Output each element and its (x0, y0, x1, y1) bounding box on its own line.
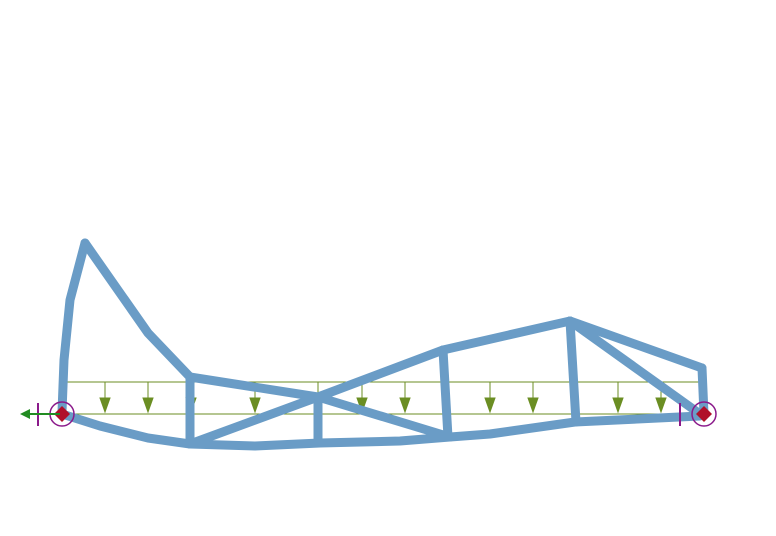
truss-members (57, 238, 709, 451)
truss-member (565, 316, 705, 419)
arrow-left-icon (20, 409, 60, 419)
truss-member (313, 345, 448, 402)
truss-member (313, 392, 455, 442)
arrow-down-icon (399, 382, 411, 414)
truss-member (438, 316, 575, 355)
truss-member (185, 392, 323, 449)
truss-member (438, 345, 453, 442)
arrow-down-icon (484, 382, 496, 414)
arrow-down-icon (527, 382, 539, 414)
arrow-down-icon (612, 382, 624, 414)
load-arrows (99, 382, 667, 414)
arrow-down-icon (142, 382, 154, 414)
roller-support-icon (679, 401, 717, 427)
truss-member (565, 316, 581, 427)
truss-member (80, 238, 195, 382)
truss-member (57, 238, 90, 417)
truss-member (565, 316, 707, 373)
arrow-down-icon (99, 382, 111, 414)
truss-member (185, 372, 323, 402)
